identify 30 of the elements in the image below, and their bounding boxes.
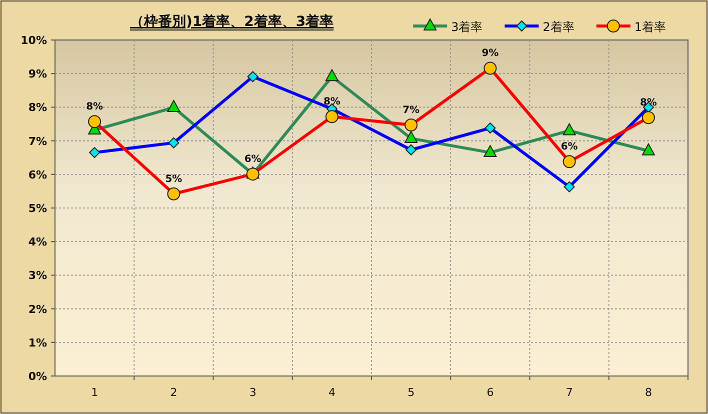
data-label: 6% [560,142,578,153]
data-label: 6% [244,154,262,166]
chart-title: （枠番別)1着率、2着率、3着率 [130,13,334,30]
y-tick-label: 8% [28,101,47,114]
data-label: 5% [165,174,182,185]
data-label: 9% [482,48,499,60]
x-tick-label: 1 [91,386,98,399]
x-tick-label: 2 [170,386,178,399]
x-tick-label: 8 [644,386,652,399]
y-tick-label: 10% [20,34,47,47]
y-tick-label: 6% [28,168,47,182]
x-tick-label: 5 [408,386,415,399]
legend-label: 3着率 [451,20,483,34]
legend-label: 2着率 [542,20,574,34]
y-tick-label: 3% [28,269,47,282]
y-tick-label: 1% [28,336,47,350]
y-tick-label: 0% [28,370,47,383]
y-tick-label: 9% [28,68,47,81]
x-tick-label: 4 [328,386,336,399]
y-tick-label: 2% [28,302,47,316]
x-tick-label: 7 [566,386,573,399]
x-tick-label: 3 [249,386,256,399]
x-tick-label: 6 [486,386,494,399]
data-label: 8% [323,96,340,108]
y-tick-label: 7% [28,134,47,148]
y-tick-label: 4% [28,236,47,249]
data-label: 7% [402,105,420,116]
legend-label: 1着率 [634,20,666,34]
data-label: 8% [86,102,104,113]
y-tick-label: 5% [28,202,47,215]
